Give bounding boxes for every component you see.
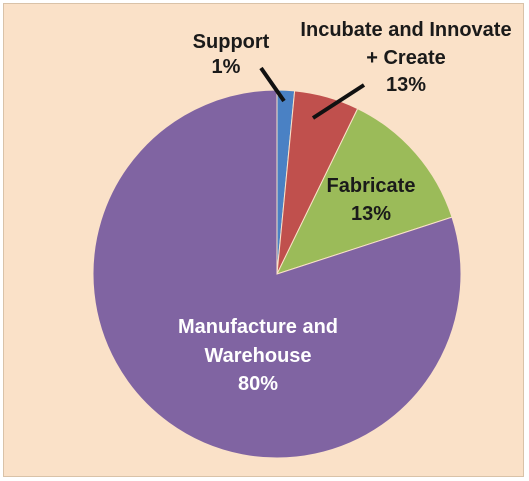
label-support-name: Support [193, 31, 270, 53]
label-incubate-name-line1: Incubate and Innovate [300, 19, 511, 41]
pie-slices [92, 89, 462, 459]
slice-fabricate [276, 107, 453, 275]
label-manufacture-value: 80% [238, 373, 278, 395]
label-fabricate-value: 13% [351, 203, 391, 225]
leader-line-support [259, 66, 286, 103]
label-incubate-value: 13% [386, 74, 426, 96]
label-support-value: 1% [212, 56, 241, 78]
leader-lines [259, 66, 366, 120]
label-manufacture-name-line2: Warehouse [204, 345, 311, 367]
label-incubate-name-line2: + Create [366, 47, 446, 69]
label-fabricate-name: Fabricate [327, 175, 416, 197]
leader-line-incubate [311, 83, 366, 120]
slice-labels: Support 1% Incubate and Innovate + Creat… [178, 19, 512, 395]
label-manufacture-name-line1: Manufacture and [178, 316, 338, 338]
slice-manufacture-warehouse [92, 89, 462, 459]
